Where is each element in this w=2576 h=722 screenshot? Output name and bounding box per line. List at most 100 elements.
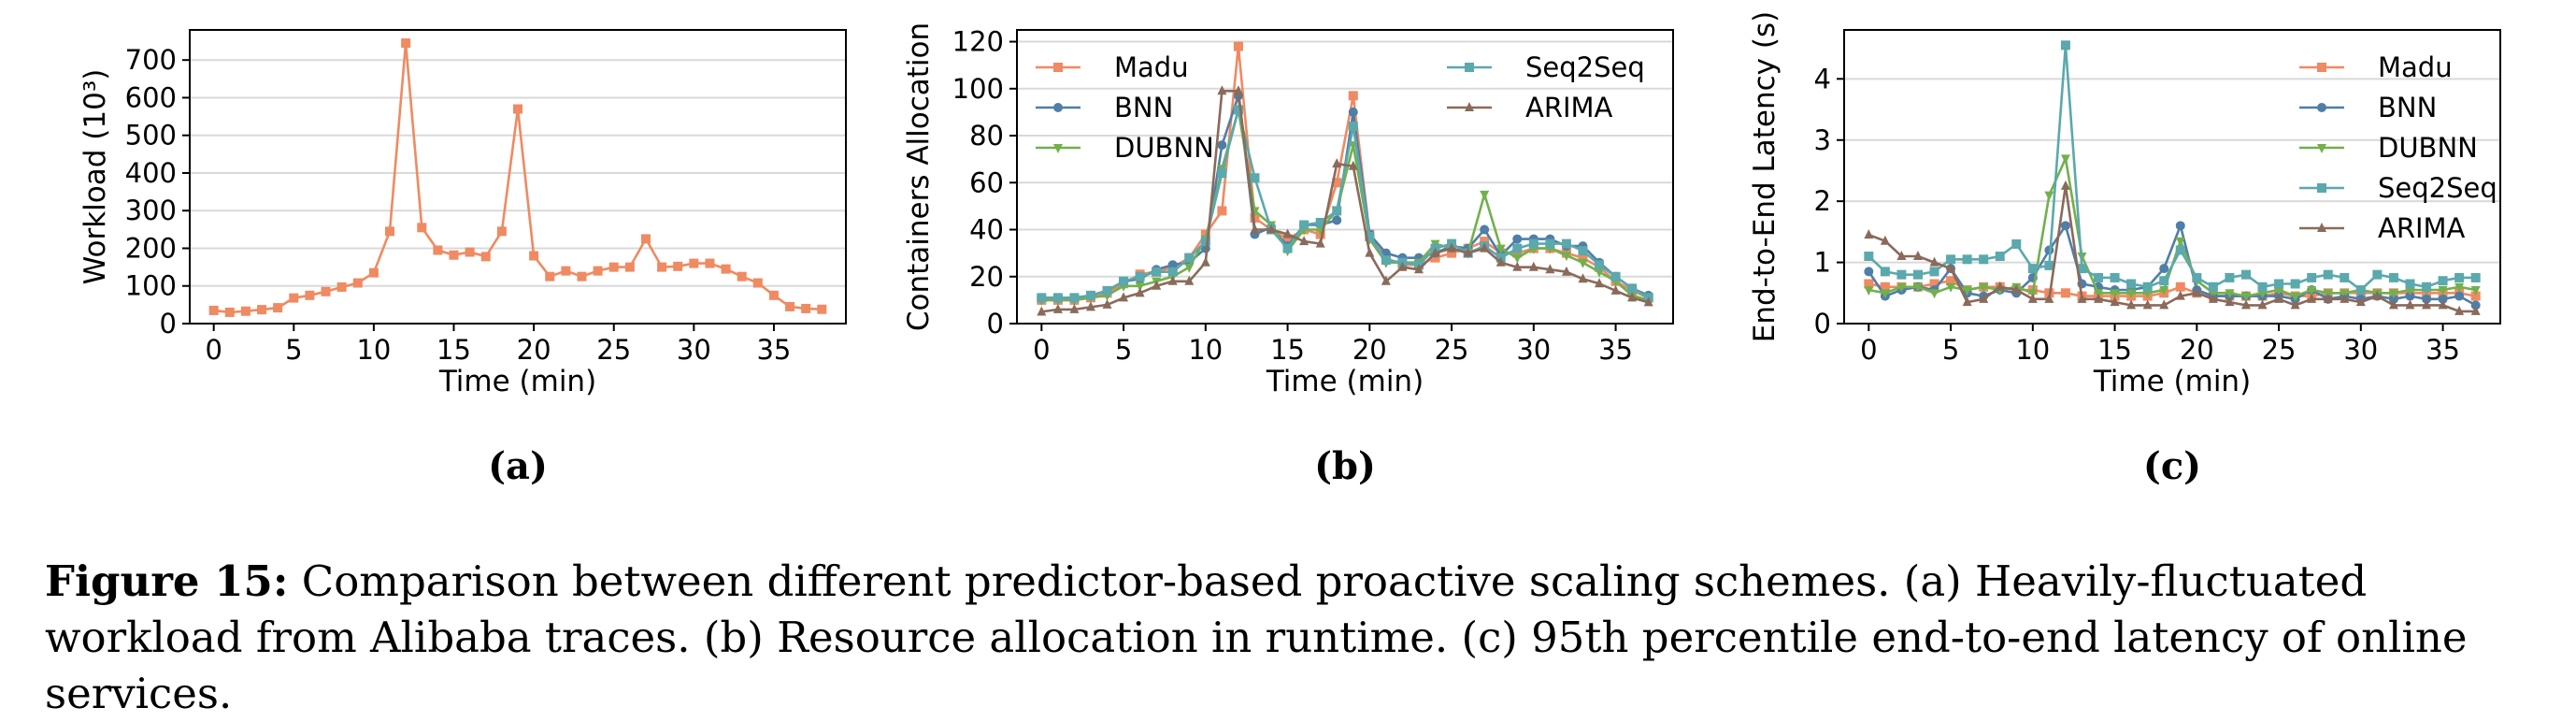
panel-b-data-point bbox=[1480, 237, 1490, 247]
panel-c-x-tick-label: 10 bbox=[2015, 334, 2050, 366]
panel-c-y-tick-label: 3 bbox=[1814, 124, 1831, 156]
panel-c-data-point bbox=[1979, 293, 1989, 303]
panel-a-x-tick-label: 10 bbox=[356, 334, 391, 366]
panel-c-data-point bbox=[2240, 292, 2251, 302]
panel-c-data-point bbox=[2060, 221, 2070, 231]
panel-b-x-tick-label: 20 bbox=[1352, 334, 1387, 366]
panel-c-legend-marker bbox=[2317, 144, 2326, 153]
panel-c-label: (c) bbox=[2143, 444, 2201, 488]
panel-c-data-point bbox=[2208, 282, 2218, 292]
panel-b-label: (b) bbox=[1314, 444, 1376, 488]
panel-a-data-point bbox=[273, 303, 283, 313]
panel-b-y-tick-label: 0 bbox=[987, 308, 1004, 339]
panel-a-data-point bbox=[289, 293, 299, 303]
panel-c-data-point bbox=[2405, 299, 2415, 310]
panel-a-data-point bbox=[705, 258, 715, 268]
panel-c-x-tick-label: 30 bbox=[2343, 334, 2378, 366]
panel-c-data-point bbox=[2060, 288, 2070, 298]
panel-c-data-point bbox=[2438, 294, 2448, 304]
panel-b-data-point bbox=[1561, 252, 1571, 262]
panel-b-data-point bbox=[1545, 264, 1555, 274]
panel-b-data-point bbox=[1561, 238, 1571, 249]
panel-a-label: (a) bbox=[488, 444, 548, 488]
panel-c-legend: Madu BNN DUBNN Seq2Seq ARIMA bbox=[2299, 51, 2497, 244]
panel-c-data-point bbox=[2372, 290, 2383, 300]
panel-c-data-point bbox=[1880, 282, 1890, 292]
panel-c-data-point bbox=[2110, 296, 2120, 307]
panel-c-data-point bbox=[1864, 279, 1874, 289]
panel-b-y-tick-label: 60 bbox=[969, 166, 1004, 198]
panel-c-legend-marker bbox=[2317, 103, 2326, 112]
panel-b-data-point bbox=[1167, 275, 1178, 285]
panel-a-x-tick-label: 15 bbox=[436, 334, 471, 366]
panel-b-x-tick-label: 25 bbox=[1435, 334, 1469, 366]
panel-b-data-point bbox=[1282, 234, 1293, 244]
panel-c-data-point bbox=[2405, 286, 2415, 296]
panel-b-legend-marker bbox=[1053, 63, 1063, 72]
panel-c-data-point bbox=[2388, 289, 2398, 299]
panel-a-y-tick-label: 600 bbox=[125, 81, 177, 113]
caption-label: Figure 15: bbox=[45, 556, 289, 606]
panel-b-legend-marker bbox=[1053, 103, 1063, 112]
panel-c-y-tick-label: 4 bbox=[1814, 63, 1831, 94]
panel-a-data-point bbox=[385, 226, 395, 237]
panel-c-legend-marker bbox=[2317, 223, 2326, 232]
panel-b-data-point bbox=[1430, 247, 1440, 257]
figure-panels: 0 5 10 15 20 25 30 350100200300400500600700Time… bbox=[79, 11, 2501, 488]
panel-b-data-point bbox=[1578, 273, 1588, 283]
panel-b-y-tick-label: 120 bbox=[952, 26, 1004, 58]
panel-b-legend-entry: ARIMA bbox=[1525, 92, 1613, 123]
panel-a-data-point bbox=[465, 247, 475, 257]
panel-b-data-point bbox=[1365, 232, 1375, 242]
panel-a-data-point bbox=[417, 223, 427, 233]
panel-c-data-point bbox=[1962, 296, 1972, 307]
panel-a-data-point bbox=[640, 234, 651, 244]
panel-c-data-point bbox=[2323, 269, 2333, 280]
panel-c-legend-entry: BNN bbox=[2378, 92, 2437, 123]
panel-b-data-point bbox=[1037, 293, 1047, 303]
panel-c-y-tick-label: 1 bbox=[1814, 247, 1831, 279]
panel-c-data-point bbox=[1946, 254, 1956, 265]
panel-b-data-point bbox=[1413, 264, 1424, 274]
panel-b: 0 5 10 15 20 25 30 35 0 20 40 60 80 100 120 Time (min) C… bbox=[902, 22, 1674, 488]
panel-b-data-point bbox=[1119, 276, 1129, 286]
panel-c-data-point bbox=[2192, 272, 2202, 282]
panel-c-data-point bbox=[2027, 293, 2038, 303]
panel-c-data-point bbox=[2208, 293, 2218, 303]
panel-c-data-point bbox=[1995, 252, 2005, 262]
panel-c-x-axis-label: Time (min) bbox=[2093, 365, 2251, 398]
panel-b-legend-marker bbox=[1465, 63, 1474, 72]
panel-c-data-point bbox=[2126, 299, 2137, 310]
panel-c-data-point bbox=[2159, 286, 2169, 296]
panel-c-x-tick-label: 15 bbox=[2097, 334, 2132, 366]
panel-c-legend-entry: Seq2Seq bbox=[2378, 172, 2497, 204]
panel-c-y-axis-label: End-to-End Latency (s) bbox=[1748, 11, 1782, 342]
panel-c-data-point bbox=[2192, 287, 2202, 297]
panel-a-data-point bbox=[321, 286, 331, 296]
panel-c-data-point bbox=[2159, 299, 2169, 310]
panel-c-data-point bbox=[2011, 238, 2022, 249]
panel-a-data-point bbox=[496, 226, 507, 237]
panel-c-data-point bbox=[2240, 269, 2251, 280]
panel-b-data-point bbox=[1069, 303, 1080, 313]
panel-c-data-point bbox=[2454, 282, 2465, 293]
panel-c-data-point bbox=[2225, 289, 2235, 299]
panel-b-data-point bbox=[1512, 261, 1523, 271]
panel-c-data-point bbox=[1880, 289, 1890, 299]
panel-c-legend-entry: ARIMA bbox=[2378, 212, 2466, 244]
panel-c-data-point bbox=[2159, 264, 2169, 274]
panel-c-data-point bbox=[2060, 154, 2070, 165]
panel-a-y-tick-label: 200 bbox=[125, 232, 177, 264]
panel-c-data-point bbox=[2274, 286, 2284, 296]
panel-a-data-point bbox=[593, 266, 603, 276]
panel-c-data-point bbox=[2126, 279, 2137, 289]
panel-c-y-tick-label: 0 bbox=[1814, 308, 1831, 339]
panel-a-data-point bbox=[689, 258, 699, 268]
panel-b-data-point bbox=[1578, 253, 1588, 263]
panel-c-data-point bbox=[2422, 282, 2432, 292]
panel-b-legend-entry: Madu bbox=[1114, 51, 1189, 83]
panel-a-y-tick-label: 700 bbox=[125, 44, 177, 76]
panel-c-data-point bbox=[2355, 285, 2366, 296]
panel-c-data-point bbox=[2175, 237, 2185, 247]
panel-a: 0 5 10 15 20 25 30 35 0 100 200 300 400 500 600 700 Time… bbox=[79, 29, 847, 488]
